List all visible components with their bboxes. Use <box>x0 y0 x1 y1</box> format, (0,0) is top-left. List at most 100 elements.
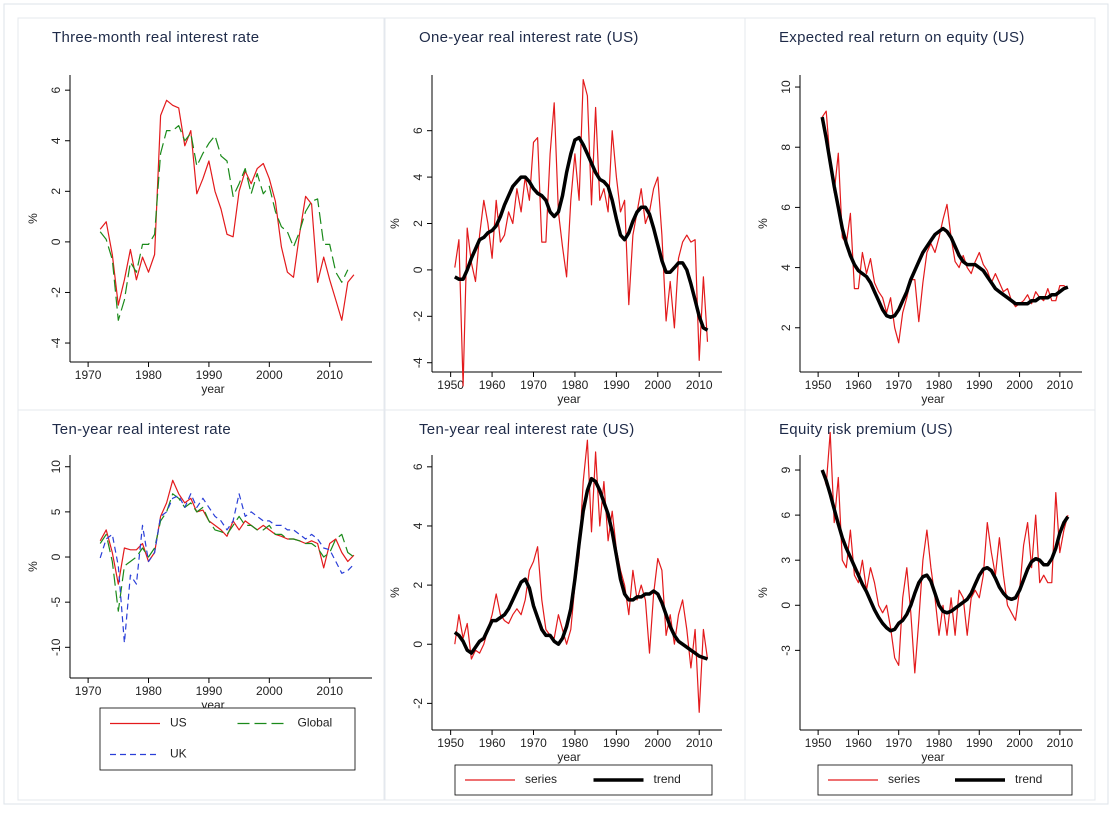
panel: One-year real interest rate (US) -4 -2 0 2 4 6… <box>384 17 746 411</box>
y-axis-label: % <box>26 561 40 572</box>
y-tick-label: 6 <box>49 87 63 94</box>
legend-label: trend <box>654 772 681 786</box>
x-axis-label: year <box>201 382 224 396</box>
y-tick-label: 6 <box>779 511 793 518</box>
x-tick-label: 1970 <box>75 684 102 698</box>
y-tick-label: -2 <box>411 311 425 322</box>
x-tick-label: 1950 <box>805 736 832 750</box>
legend-label: Global <box>298 716 333 730</box>
x-tick-label: 1950 <box>437 378 464 392</box>
x-tick-label: 2010 <box>1046 378 1073 392</box>
y-tick-label: 4 <box>779 264 793 271</box>
x-tick-label: 2010 <box>316 368 343 382</box>
y-tick-label: 2 <box>411 220 425 227</box>
series-line <box>99 125 349 321</box>
x-tick-label: 1990 <box>196 684 223 698</box>
panel-title: Equity risk premium (US) <box>779 421 953 438</box>
x-tick-label: 2010 <box>686 736 713 750</box>
x-axis-label: year <box>921 750 944 764</box>
y-tick-label: 6 <box>411 127 425 134</box>
y-tick-label: 6 <box>779 204 793 211</box>
series-line <box>821 110 1069 344</box>
x-tick-label: 1980 <box>926 736 953 750</box>
y-tick-label: 4 <box>411 173 425 180</box>
x-tick-label: 1970 <box>885 736 912 750</box>
series-line <box>820 116 1069 319</box>
x-tick-label: 1970 <box>885 378 912 392</box>
series-line <box>453 135 709 332</box>
y-tick-label: 4 <box>411 522 425 529</box>
x-tick-label: 2000 <box>256 368 283 382</box>
legend-label: UK <box>170 747 187 761</box>
y-tick-label: -2 <box>411 698 425 709</box>
y-tick-label: 5 <box>49 508 63 515</box>
x-tick-label: 1950 <box>437 736 464 750</box>
series-line <box>820 469 1070 633</box>
series-line <box>99 493 355 612</box>
panel-title: Ten-year real interest rate (US) <box>419 421 635 438</box>
y-tick-label: -4 <box>411 357 425 368</box>
x-tick-label: 1980 <box>562 736 589 750</box>
series-line <box>821 431 1069 674</box>
y-tick-label: 10 <box>49 460 63 474</box>
y-tick-label: 8 <box>779 144 793 151</box>
y-tick-label: 0 <box>779 602 793 609</box>
y-tick-label: 0 <box>49 553 63 560</box>
y-tick-label: 9 <box>779 466 793 473</box>
y-tick-label: 6 <box>411 463 425 470</box>
y-tick-label: 0 <box>49 238 63 245</box>
x-tick-label: 2010 <box>316 684 343 698</box>
x-tick-label: 1990 <box>603 736 630 750</box>
panel: Equity risk premium (US) -3 0 3 6 9 1950 1960 19… <box>744 409 1096 801</box>
y-tick-label: 2 <box>411 581 425 588</box>
x-tick-label: 1990 <box>966 378 993 392</box>
panel-title: Three-month real interest rate <box>52 29 259 46</box>
x-tick-label: 1990 <box>196 368 223 382</box>
series-line <box>453 476 709 661</box>
panel: Ten-year real interest rate (US) -2 0 2 4 6 19… <box>384 409 746 801</box>
y-tick-label: 0 <box>411 266 425 273</box>
x-tick-label: 2000 <box>1006 378 1033 392</box>
x-tick-label: 2000 <box>1006 736 1033 750</box>
y-tick-label: 4 <box>49 137 63 144</box>
x-axis-label: year <box>921 392 944 406</box>
x-tick-label: 1950 <box>805 378 832 392</box>
panel: Expected real return on equity (US) 2 4 6 8 1… <box>744 17 1096 411</box>
x-tick-label: 1980 <box>135 368 162 382</box>
x-tick-label: 1970 <box>520 736 547 750</box>
series-line <box>99 99 355 321</box>
legend-label: series <box>888 772 920 786</box>
panel-title: Expected real return on equity (US) <box>779 29 1025 46</box>
x-tick-label: 2010 <box>686 378 713 392</box>
legend-label: trend <box>1015 772 1042 786</box>
y-axis-label: % <box>388 587 402 598</box>
x-tick-label: 1990 <box>603 378 630 392</box>
x-axis-label: year <box>557 392 580 406</box>
x-tick-label: 1990 <box>966 736 993 750</box>
y-tick-label: -4 <box>49 337 63 348</box>
y-tick-label: -10 <box>49 638 63 656</box>
panel-frame <box>17 409 385 801</box>
x-axis-label: year <box>557 750 580 764</box>
x-tick-label: 2000 <box>256 684 283 698</box>
x-tick-label: 1960 <box>479 736 506 750</box>
y-axis-label: % <box>756 587 770 598</box>
x-tick-label: 1980 <box>926 378 953 392</box>
y-tick-label: 10 <box>779 80 793 94</box>
legend-box <box>99 707 356 771</box>
series-line <box>99 493 355 644</box>
x-tick-label: 1970 <box>520 378 547 392</box>
y-tick-label: 2 <box>779 324 793 331</box>
panel-frame <box>744 409 1096 801</box>
y-tick-label: 2 <box>49 188 63 195</box>
x-tick-label: 2010 <box>1046 736 1073 750</box>
y-axis-label: % <box>388 218 402 229</box>
legend-label: US <box>170 716 187 730</box>
x-tick-label: 1980 <box>562 378 589 392</box>
series-line <box>99 479 355 585</box>
panel: Ten-year real interest rate -10 -5 0 5 10 1970… <box>17 409 385 801</box>
x-tick-label: 1970 <box>75 368 102 382</box>
x-tick-label: 2000 <box>644 736 671 750</box>
